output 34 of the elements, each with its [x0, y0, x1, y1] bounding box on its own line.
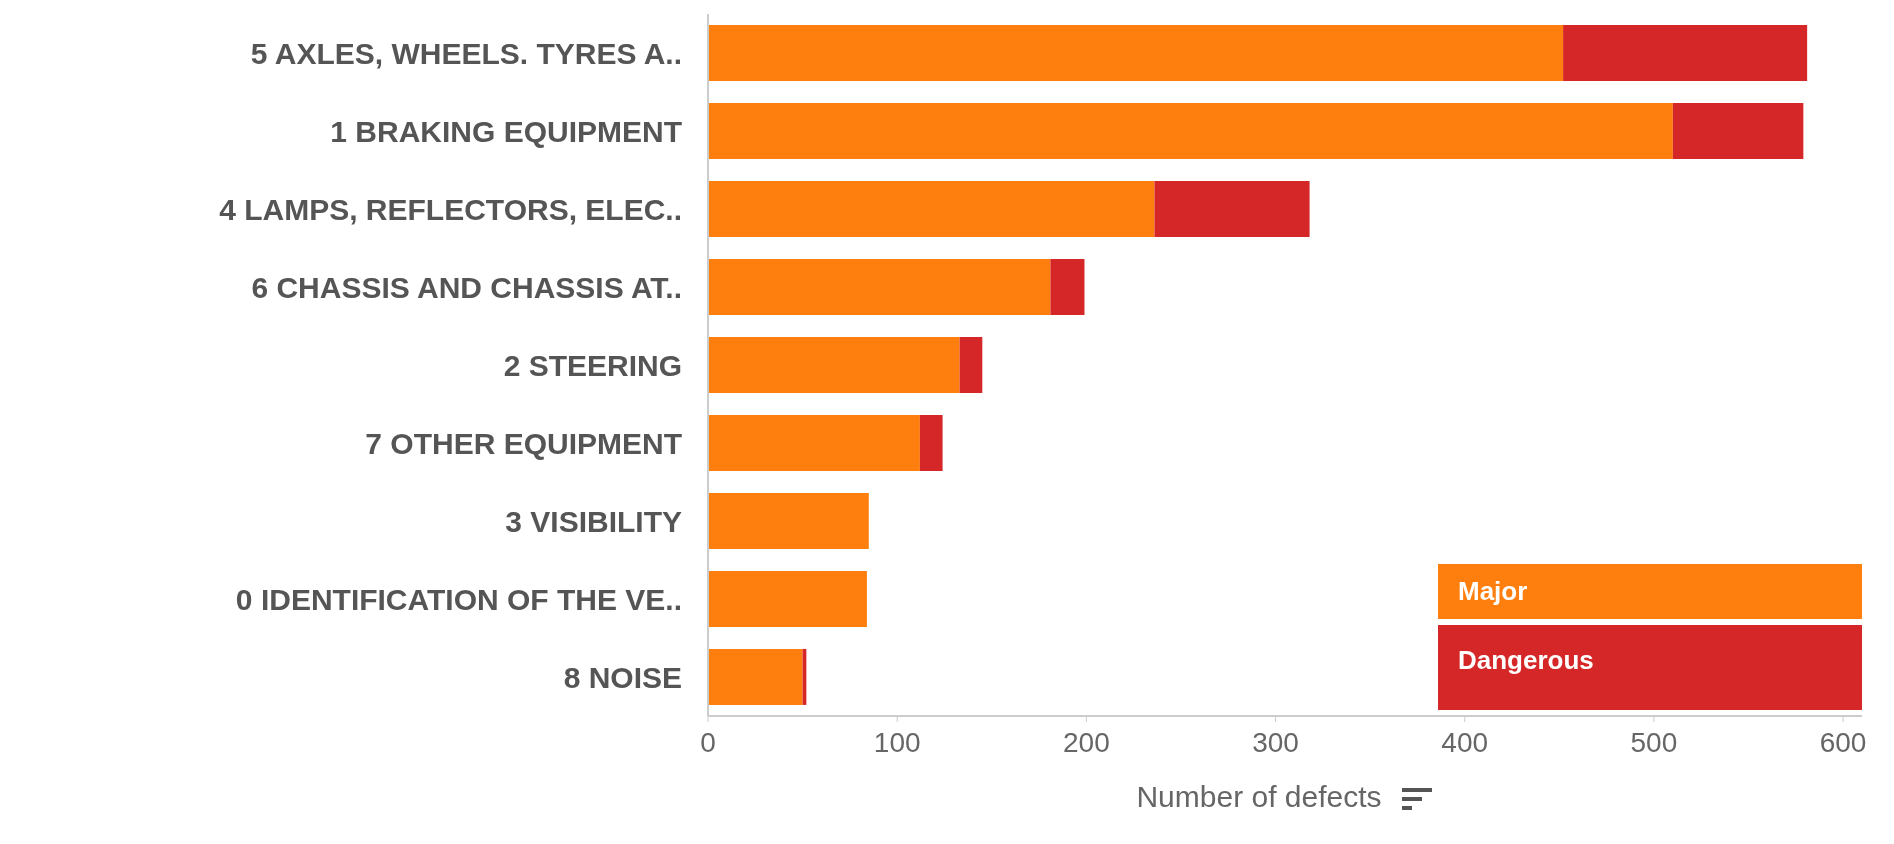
bar — [919, 414, 943, 471]
bar — [708, 492, 869, 549]
x-tick-label: 0 — [700, 726, 716, 758]
x-tick-label: 600 — [1819, 726, 1867, 758]
bar — [708, 24, 1564, 81]
bar — [708, 414, 920, 471]
y-tick-label: 5 AXLES, WHEELS. TYRES A.. — [250, 36, 682, 70]
bar — [1154, 180, 1310, 237]
x-tick-label: 500 — [1630, 726, 1678, 758]
bar — [708, 336, 960, 393]
bar — [1563, 24, 1808, 81]
bar — [708, 180, 1155, 237]
y-tick-label: 4 LAMPS, REFLECTORS, ELEC.. — [219, 192, 682, 226]
bar — [1672, 102, 1804, 159]
y-tick-label: 6 CHASSIS AND CHASSIS AT.. — [251, 270, 682, 304]
bar — [708, 102, 1673, 159]
y-tick-label: 1 BRAKING EQUIPMENT — [330, 114, 682, 148]
bar — [708, 648, 803, 705]
x-axis-title: Number of defects — [1136, 780, 1382, 813]
y-tick-label: 2 STEERING — [503, 348, 682, 382]
bar — [959, 336, 983, 393]
x-tick-label: 200 — [1063, 726, 1110, 758]
y-tick-label: 8 NOISE — [563, 660, 682, 694]
legend-key: Major — [1438, 564, 1862, 619]
y-tick-label: 7 OTHER EQUIPMENT — [365, 426, 682, 460]
y-tick-label: 3 VISIBILITY — [505, 504, 682, 538]
bar — [1050, 258, 1085, 315]
bar — [708, 258, 1051, 315]
bar — [708, 570, 867, 627]
legend-key: Dangerous — [1438, 625, 1862, 710]
x-tick-label: 400 — [1441, 726, 1489, 758]
y-tick-label: 0 IDENTIFICATION OF THE VE.. — [235, 582, 682, 616]
x-tick-label: 300 — [1252, 726, 1299, 758]
x-tick-label: 100 — [873, 726, 921, 758]
